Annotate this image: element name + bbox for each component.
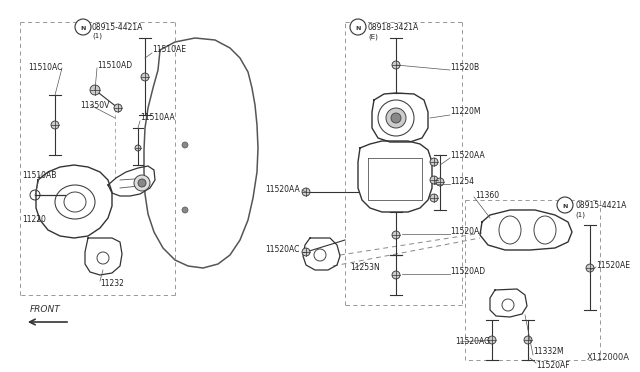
Circle shape bbox=[135, 145, 141, 151]
Circle shape bbox=[392, 61, 400, 69]
Text: 08915-4421A: 08915-4421A bbox=[92, 22, 143, 32]
Text: 11232: 11232 bbox=[100, 279, 124, 288]
Circle shape bbox=[430, 176, 438, 184]
Circle shape bbox=[138, 179, 146, 187]
Circle shape bbox=[436, 178, 444, 186]
Circle shape bbox=[430, 194, 438, 202]
Text: 08915-4421A: 08915-4421A bbox=[575, 201, 627, 209]
Text: (E): (E) bbox=[368, 34, 378, 40]
Text: 11520AG: 11520AG bbox=[455, 337, 490, 346]
Circle shape bbox=[182, 142, 188, 148]
Text: 11520AA: 11520AA bbox=[450, 151, 484, 160]
Text: N: N bbox=[563, 203, 568, 208]
Circle shape bbox=[391, 113, 401, 123]
Circle shape bbox=[141, 73, 149, 81]
Text: 11253N: 11253N bbox=[350, 263, 380, 273]
Circle shape bbox=[430, 158, 438, 166]
Text: 11332M: 11332M bbox=[533, 347, 564, 356]
Text: 11520B: 11520B bbox=[450, 64, 479, 73]
Circle shape bbox=[51, 121, 59, 129]
Circle shape bbox=[90, 85, 100, 95]
Text: 11520A: 11520A bbox=[450, 228, 479, 237]
Circle shape bbox=[586, 264, 594, 272]
Text: 11510AD: 11510AD bbox=[97, 61, 132, 70]
Circle shape bbox=[488, 336, 496, 344]
Circle shape bbox=[302, 188, 310, 196]
Text: N: N bbox=[80, 26, 86, 31]
Text: 11350V: 11350V bbox=[80, 100, 109, 109]
Text: (1): (1) bbox=[92, 33, 102, 39]
Circle shape bbox=[386, 108, 406, 128]
Text: 11254: 11254 bbox=[450, 177, 474, 186]
Text: 11220M: 11220M bbox=[450, 108, 481, 116]
Text: (1): (1) bbox=[575, 212, 585, 218]
Circle shape bbox=[134, 175, 150, 191]
Circle shape bbox=[350, 19, 366, 35]
Text: 11520AD: 11520AD bbox=[450, 267, 485, 276]
Text: FRONT: FRONT bbox=[29, 305, 60, 314]
Circle shape bbox=[392, 271, 400, 279]
Text: 11360: 11360 bbox=[475, 190, 499, 199]
Circle shape bbox=[392, 231, 400, 239]
Text: 11520AA: 11520AA bbox=[265, 186, 300, 195]
Text: 11220: 11220 bbox=[22, 215, 46, 224]
Text: 11510AE: 11510AE bbox=[152, 45, 186, 55]
Circle shape bbox=[182, 207, 188, 213]
Circle shape bbox=[114, 104, 122, 112]
Text: X112000A: X112000A bbox=[587, 353, 630, 362]
Circle shape bbox=[524, 336, 532, 344]
Text: 11510AC: 11510AC bbox=[28, 64, 62, 73]
Text: 11520AF: 11520AF bbox=[536, 360, 570, 369]
Text: 11510AB: 11510AB bbox=[22, 170, 56, 180]
Circle shape bbox=[75, 19, 91, 35]
Circle shape bbox=[557, 197, 573, 213]
Text: 11520AE: 11520AE bbox=[596, 260, 630, 269]
Text: 11510AA: 11510AA bbox=[140, 113, 175, 122]
Circle shape bbox=[302, 248, 310, 256]
Text: 11520AC: 11520AC bbox=[265, 246, 300, 254]
Text: 08918-3421A: 08918-3421A bbox=[368, 22, 419, 32]
Text: N: N bbox=[355, 26, 361, 31]
